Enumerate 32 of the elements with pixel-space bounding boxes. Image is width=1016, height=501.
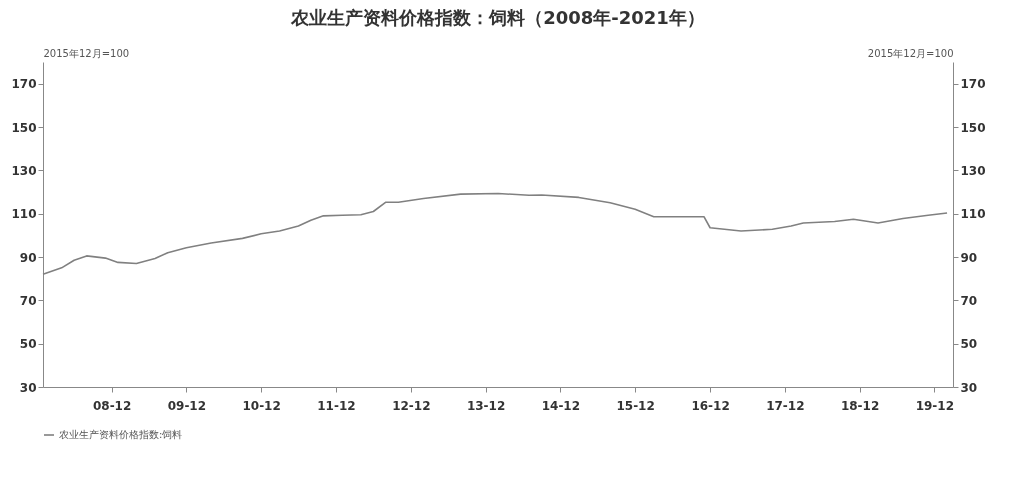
y2-tick-label: 110 <box>960 207 986 222</box>
y2-tick-label: 90 <box>960 250 978 265</box>
y-tick-label: 30 <box>19 380 37 395</box>
x-tick-label: 17-12 <box>766 398 805 413</box>
y2-tick-label: 130 <box>960 163 986 178</box>
y2-tick-label: 70 <box>960 293 978 308</box>
y2-tick-label: 30 <box>960 380 978 395</box>
chart-title: 农业生产资料价格指数：饲料（2008年-2021年） <box>290 7 705 28</box>
y-tick-label: 110 <box>11 207 37 222</box>
y2-tick-label: 150 <box>960 120 986 135</box>
y-axis-title: 2015年12月=100 <box>43 47 130 59</box>
x-tick-label: 18-12 <box>840 398 880 413</box>
y-tick-label: 170 <box>11 77 37 92</box>
y-tick-label: 150 <box>11 120 37 135</box>
y2-tick-label: 50 <box>960 337 978 352</box>
y2-tick-label: 170 <box>960 77 986 92</box>
y2-axis-title: 2015年12月=100 <box>867 47 954 59</box>
x-tick-label: 11-12 <box>317 398 356 413</box>
y-tick-label: 70 <box>19 293 37 308</box>
x-tick-label: 09-12 <box>167 398 207 413</box>
legend-label: 农业生产资料价格指数:饲料 <box>59 429 183 440</box>
x-tick-label: 19-12 <box>915 398 955 413</box>
y-tick-label: 50 <box>19 337 37 352</box>
x-tick-label: 15-12 <box>616 398 655 413</box>
x-tick-label: 12-12 <box>392 398 431 413</box>
x-tick-label: 16-12 <box>691 398 730 413</box>
y-tick-label: 130 <box>11 163 37 178</box>
x-tick-label: 14-12 <box>541 398 581 413</box>
x-tick-label: 13-12 <box>466 398 506 413</box>
x-tick-label: 08-12 <box>92 398 132 413</box>
y-tick-label: 90 <box>19 250 37 265</box>
x-tick-label: 10-12 <box>242 398 281 413</box>
